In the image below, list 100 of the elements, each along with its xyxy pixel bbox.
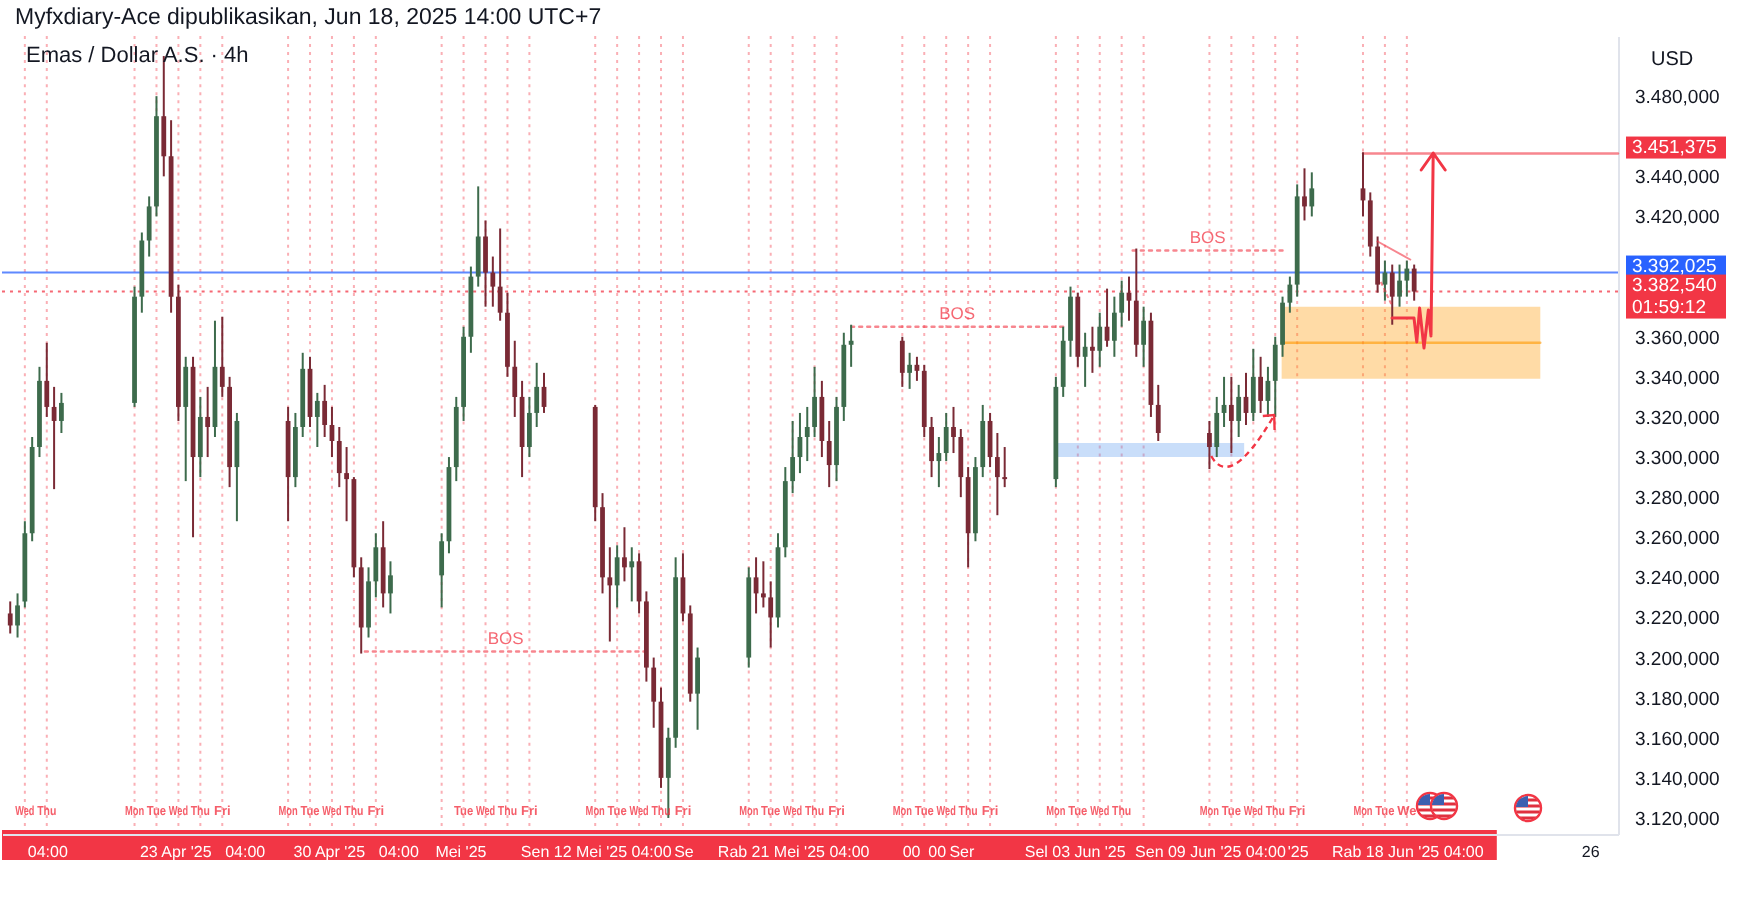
candlestick — [768, 580, 774, 649]
y-tick-label: 3.200,000 — [1635, 648, 1720, 671]
y-tick-label: 3.140,000 — [1635, 768, 1720, 791]
candlestick — [526, 395, 532, 459]
chart-title: Myfxdiary-Ace dipublikasikan, Jun 18, 2025 14:00 UTC+7 — [15, 6, 602, 30]
y-tick-label: 3.120,000 — [1635, 808, 1720, 831]
candlestick — [819, 379, 825, 459]
candlestick — [812, 365, 817, 439]
y-tick-label: 3.280,000 — [1635, 488, 1720, 511]
y-tick-label: 3.360,000 — [1635, 327, 1720, 350]
y-tick-label: 3.320,000 — [1635, 407, 1720, 430]
y-tick-label: 3.220,000 — [1635, 608, 1720, 631]
price-tag: 3.382,540 01:59:12 — [1626, 274, 1726, 319]
y-tick-label: 3.340,000 — [1635, 367, 1720, 390]
candlestick — [1375, 235, 1381, 294]
chart-subtitle: Emas / Dollar A.S. · 4h — [26, 44, 249, 68]
series-label: BOS — [1189, 226, 1227, 247]
candlestick — [980, 403, 986, 479]
candlestick — [483, 219, 488, 308]
candlestick — [1090, 325, 1095, 374]
candlestick — [1111, 295, 1117, 358]
candlestick — [907, 351, 913, 390]
candlestick — [943, 411, 949, 463]
candlestick — [760, 560, 766, 609]
candlestick — [695, 646, 700, 731]
candlestick — [197, 395, 203, 479]
candlestick — [1207, 419, 1212, 471]
candlestick — [1141, 305, 1147, 368]
candlestick — [629, 546, 635, 603]
x-tick-label: Rab 21 Mei '25 04:00 — [717, 843, 871, 861]
x-tick-label: 00 — [902, 843, 922, 861]
y-tick-label: 3.180,000 — [1635, 688, 1720, 711]
candlestick — [219, 315, 225, 398]
x-tick-label: 04:00 — [27, 843, 69, 861]
x-tick-label: 23 Apr '25 — [139, 843, 213, 861]
candlestick — [826, 419, 832, 489]
candlestick — [183, 355, 189, 483]
candlestick — [1272, 335, 1278, 418]
candlestick — [1002, 446, 1008, 489]
candlestick — [614, 544, 620, 609]
candlestick — [439, 532, 445, 609]
x-tick-label: Se — [674, 843, 695, 861]
candlestick — [1228, 375, 1234, 455]
candlestick — [534, 361, 540, 428]
y-tick-label: 3.260,000 — [1635, 528, 1720, 551]
y-tick-label: 3.420,000 — [1635, 207, 1720, 230]
x-tick-label: 00 — [928, 843, 948, 861]
candlestick — [475, 185, 481, 288]
candlestick — [1214, 395, 1220, 459]
x-tick-label: Rab 18 Jun '25 04:00 — [1332, 843, 1485, 861]
candlestick — [1082, 331, 1088, 388]
candlestick — [1119, 279, 1125, 328]
candlestick — [804, 405, 810, 463]
x-tick-label: Sen 12 Mei '25 04:00 — [520, 843, 673, 861]
candlestick — [314, 391, 320, 449]
x-tick-label: '25 — [1287, 843, 1310, 861]
y-tick-label: 3.440,000 — [1635, 167, 1720, 190]
x-tick-label: Sel 03 Jun '25 — [1024, 843, 1127, 861]
price-tag: 3.451,375 — [1626, 136, 1726, 159]
x-tick-label: Ser — [949, 843, 975, 861]
y-axis-title: USD — [1651, 49, 1694, 71]
candlestick — [1155, 383, 1161, 443]
candlestick — [622, 526, 627, 583]
x-tick-label: 04:00 — [225, 843, 267, 861]
candlestick — [1258, 355, 1264, 414]
candlestick — [1389, 263, 1395, 326]
candlestick — [336, 425, 342, 489]
candlestick — [848, 323, 854, 368]
candlestick — [651, 656, 657, 729]
candlestick — [994, 431, 1000, 517]
candlestick — [1397, 263, 1402, 308]
y-tick-label: 3.480,000 — [1635, 87, 1720, 110]
candlestick — [380, 520, 386, 609]
candlestick — [1411, 263, 1417, 302]
candlestick — [1302, 167, 1307, 222]
candlestick — [1133, 247, 1139, 358]
candlestick — [161, 55, 167, 178]
series-label: BOS — [487, 627, 525, 648]
candlestick — [388, 560, 393, 615]
x-tick-label: 04:00 — [378, 843, 420, 861]
candlestick — [1367, 191, 1373, 258]
price-tag: 3.392,025 — [1626, 255, 1726, 278]
candlestick — [7, 600, 13, 635]
y-tick-label: 3.300,000 — [1635, 448, 1720, 471]
y-tick-label: 3.160,000 — [1635, 728, 1720, 751]
candlestick — [1309, 171, 1315, 218]
candlestick — [59, 391, 64, 434]
x-tick-label: Mei '25 — [435, 843, 488, 861]
candlestick — [929, 415, 934, 479]
x-tick-label: 26 — [1581, 843, 1601, 861]
candlestick — [936, 436, 942, 489]
candlestick — [1250, 347, 1256, 422]
series-label: BOS — [939, 302, 976, 323]
candlestick — [1236, 383, 1242, 439]
candlestick — [44, 341, 50, 418]
x-tick-label: 30 Apr '25 — [293, 843, 367, 861]
candlestick — [344, 446, 349, 523]
candlestick — [899, 335, 905, 388]
candlestick — [790, 419, 796, 495]
candlestick — [205, 385, 211, 459]
